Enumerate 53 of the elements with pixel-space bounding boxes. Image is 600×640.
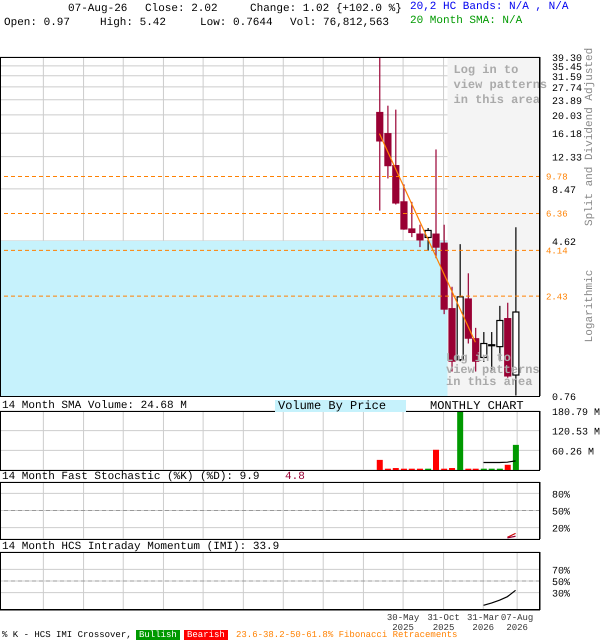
y-tick-label: 27.74 — [552, 84, 582, 95]
y-tick-label: 50% — [552, 578, 570, 589]
y-tick-label: 80% — [552, 490, 570, 502]
y-tick-label: 20% — [552, 524, 570, 536]
text: 20,2 HC Bands: N/A , N/A — [410, 1, 568, 13]
y-tick-label: 180.79 M — [552, 408, 600, 419]
chart-title: 14 Month SMA Volume: 24.68 M — [2, 400, 187, 412]
ref-line-label: 2.43 — [546, 292, 568, 302]
y-tick-label: 30% — [552, 590, 570, 601]
text: Bullish — [136, 630, 180, 640]
bar — [504, 464, 511, 470]
text: Change: 1.02 {+102.0 %} — [250, 3, 402, 15]
text: Vol: 76,812,563 — [290, 17, 390, 29]
text: 07-Aug-26 — [68, 3, 128, 15]
chart-title: 14 Month HCS Intraday Momentum (IMI): 33.9 — [2, 541, 280, 553]
text: High: 5.42 — [100, 17, 166, 29]
x-tick-label: 07-Aug 2026 — [500, 613, 534, 633]
y-axis-title: Split and Dividend Adjusted — [584, 48, 596, 226]
text: Open: 0.97 — [4, 17, 70, 29]
y-tick-label: 31.59 — [552, 72, 582, 84]
bar — [433, 450, 439, 470]
annotation: 4.8 — [285, 471, 305, 483]
text: Logarithmic — [584, 268, 596, 344]
annotation: Volume By Price — [275, 399, 406, 413]
y-tick-label: 60.26 M — [552, 447, 594, 458]
annotation: MONTHLY CHART — [430, 399, 524, 413]
y-tick-label: 8.47 — [552, 186, 576, 197]
text: Close: 2.02 — [145, 3, 218, 15]
y-tick-label: 20.03 — [552, 112, 582, 123]
ref-line-label: 9.78 — [546, 172, 568, 183]
y-tick-label: 12.33 — [552, 154, 582, 165]
y-tick-label: 50% — [552, 508, 570, 518]
text: Bearish — [184, 630, 228, 640]
bar — [512, 444, 519, 470]
y-tick-label: 23.89 — [552, 96, 582, 108]
y-tick-label: 120.53 M — [552, 428, 600, 439]
ref-line-label: 4.14 — [546, 246, 568, 257]
text: % K - HCS IMI Crossover, — [2, 630, 132, 640]
text: Low: 0.7644 — [200, 17, 273, 29]
bar — [376, 460, 383, 470]
x-tick-label: 31-Mar 2026 — [467, 613, 500, 633]
text: 23.6-38.2-50-61.8% Fibonacci Retracements — [236, 630, 458, 640]
chart-title: 14 Month Fast Stochastic (%K) (%D): 9.9 — [2, 471, 260, 483]
candlestick — [416, 224, 424, 248]
y-tick-label: 70% — [552, 566, 570, 578]
y-tick-label: 0.76 — [552, 393, 576, 404]
bar — [457, 411, 464, 470]
text: 20 Month SMA: N/A — [410, 15, 522, 27]
y-tick-label: 16.18 — [552, 130, 582, 142]
y-tick-label: 35.45 — [552, 62, 582, 74]
y-tick-label: 4.62 — [552, 238, 576, 249]
line-series — [482, 590, 516, 606]
ref-line-label: 6.36 — [546, 210, 568, 220]
